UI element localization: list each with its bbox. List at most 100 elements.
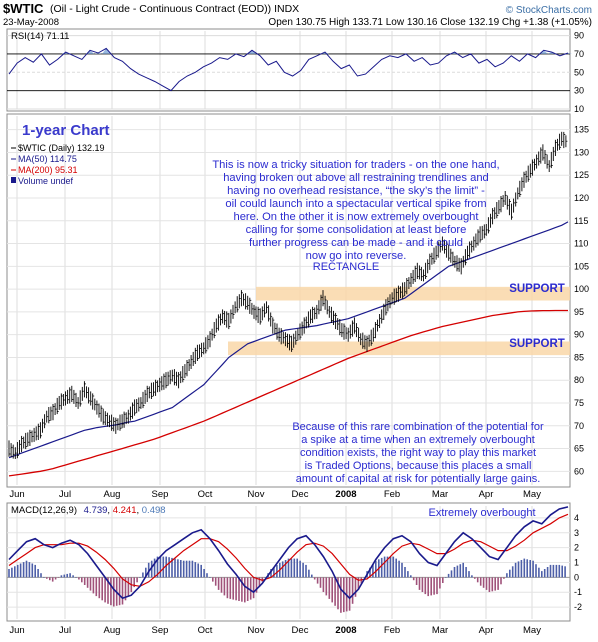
macd-histogram-bar-164 [485, 577, 488, 590]
macd-histogram-bar-140 [415, 577, 418, 585]
x-axis-bottom-label-3: Sep [152, 625, 169, 636]
top-annotation-line-6: calling for some consolidation at least … [246, 224, 467, 236]
macd-histogram-bar-179 [529, 560, 531, 578]
symbol-label: $WTIC [3, 1, 44, 16]
macd-histogram-bar-186 [549, 564, 552, 578]
legend-price: $WTIC (Daily) 132.19 [18, 143, 105, 153]
macd-histogram-bar-88 [264, 577, 266, 578]
top-annotation-line-1: This is now a tricky situation for trade… [212, 159, 499, 171]
macd-legend: MACD(12,26,9) 4.739, 4.241, 0.498 [11, 505, 166, 516]
macd-legend-value: 4.739 [84, 505, 108, 516]
chart-date: 23-May-2008 [3, 17, 59, 28]
x-axis-bottom-label-5: Nov [248, 625, 265, 636]
x-axis-middle-label-9: Mar [432, 489, 448, 500]
macd-histogram-bar-40 [124, 577, 127, 601]
macd-histogram-bar-108 [322, 577, 325, 592]
macd-histogram-bar-70 [212, 577, 214, 582]
macd-histogram-bar-184 [543, 569, 546, 578]
macd-histogram-bar-16 [54, 577, 57, 580]
macd-histogram-bar-81 [244, 577, 246, 603]
macd-tick-label-1: 3 [574, 528, 579, 538]
macd-histogram-bar-62 [188, 560, 191, 578]
bottom-annotation-line-3: condition exists, the right way to play … [300, 447, 536, 459]
macd-histogram-bar-173 [511, 566, 514, 578]
macd-histogram-bar-103 [308, 569, 310, 578]
macd-histogram-bar-32 [101, 577, 103, 601]
macd-histogram-bar-150 [444, 577, 447, 578]
legend-ma50: MA(50) 114.75 [18, 154, 77, 164]
x-axis-bottom-label-6: Dec [292, 625, 309, 636]
price-tick-label-15: 60 [574, 466, 584, 476]
macd-histogram-bar-137 [407, 571, 409, 578]
x-axis-middle-label-1: Jul [59, 489, 71, 500]
x-axis-middle-label-6: Dec [292, 489, 309, 500]
price-panel: 135 130 125 120 115 110 105 100 95 90 85 80 75 70 65 60… [6, 113, 589, 488]
price-bars [8, 131, 568, 459]
macd-histogram-bar-170 [503, 577, 505, 579]
macd-histogram-bar-15 [51, 577, 54, 582]
macd-histogram-bar-97 [290, 558, 293, 578]
top-annotation-line-3: having no overhead resistance, “the sky’… [227, 185, 485, 197]
macd-histogram-bar-105 [313, 577, 316, 580]
macd-legend-sep-2: , [136, 505, 141, 516]
macd-histogram-bar-86 [258, 577, 261, 588]
macd-histogram-bar-1 [11, 567, 13, 578]
rsi-tick-label-3: 30 [574, 86, 584, 96]
price-tick-label-4: 115 [574, 216, 588, 226]
macd-histogram-bar-128 [380, 557, 383, 578]
macd-histogram-bar-154 [456, 565, 459, 578]
macd-histogram-bar-165 [488, 577, 491, 592]
macd-histogram-bar-10 [37, 569, 39, 578]
macd-histogram-bar-55 [168, 557, 170, 578]
macd-histogram-bar-121 [360, 577, 363, 584]
macd-histogram-bar-120 [357, 577, 360, 590]
macd-histogram-bar-119 [354, 577, 357, 597]
macd-histogram-bar-117 [348, 577, 351, 611]
macd-histogram-bar-19 [63, 574, 66, 578]
macd-histogram-bar-76 [229, 577, 232, 599]
quote-summary: Open 130.75 High 133.71 Low 130.16 Close… [268, 17, 592, 28]
x-axis-bottom-label-10: Apr [479, 625, 494, 636]
macd-histogram-bar-111 [331, 577, 333, 603]
macd-histogram-bar-162 [479, 577, 482, 586]
macd-histogram-bar-17 [57, 577, 60, 578]
macd-histogram-bar-129 [383, 556, 386, 578]
macd-histogram-bar-74 [223, 577, 226, 596]
macd-histogram-bar-101 [302, 562, 304, 578]
macd-histogram-bar-35 [110, 577, 112, 606]
support-label-upper: SUPPORT [509, 283, 565, 295]
macd-histogram-bar-133 [395, 558, 397, 578]
rsi-legend: RSI(14) 71.11 [11, 31, 69, 42]
macd-histogram-bar-73 [220, 577, 223, 593]
price-tick-label-6: 105 [574, 261, 589, 271]
macd-legend-histogram: 0.498 [142, 505, 166, 516]
macd-histogram-bar-92 [276, 564, 278, 578]
price-tick-label-1: 130 [574, 147, 589, 157]
bottom-annotation-line-4: is Traded Options, because this places a… [305, 460, 532, 472]
macd-histogram-bar-174 [514, 562, 517, 578]
rsi-tick-label-4: 10 [574, 104, 584, 114]
macd-histogram-bar-45 [139, 577, 141, 578]
price-tick-label-3: 120 [574, 193, 589, 203]
macd-histogram-bar-61 [185, 560, 188, 578]
macd-histogram-bar-148 [439, 577, 441, 589]
x-axis-middle: Jun Jul Aug Sep Oct Nov Dec 2008 Feb Mar Apr May [9, 489, 541, 500]
macd-histogram-bar-180 [532, 560, 534, 578]
macd-histogram-bar-48 [147, 562, 150, 578]
macd-histogram-bar-22 [72, 575, 74, 578]
top-annotation: This is now a tricky situation for trade… [212, 159, 499, 262]
macd-histogram-bar-143 [424, 577, 427, 595]
bottom-annotation-line-2: a spike at a time when an extremely over… [301, 434, 535, 446]
macd-histogram-bar-84 [252, 577, 255, 599]
rsi-tick-label-1: 70 [574, 49, 584, 59]
x-axis-bottom: Jun Jul Aug Sep Oct Nov Dec 2008 Feb Mar Apr May [9, 625, 541, 636]
macd-histogram-bar-41 [127, 577, 130, 597]
rsi-tick-label-0: 90 [574, 31, 584, 41]
x-axis-bottom-label-11: May [523, 625, 541, 636]
top-annotation-line-4: oil could launch into a spectacular vert… [225, 198, 486, 210]
macd-histogram-bar-155 [459, 564, 462, 578]
macd-histogram-bar-168 [497, 577, 499, 590]
macd-histogram-bar-56 [171, 557, 173, 578]
macd-histogram-bar-122 [363, 577, 365, 578]
